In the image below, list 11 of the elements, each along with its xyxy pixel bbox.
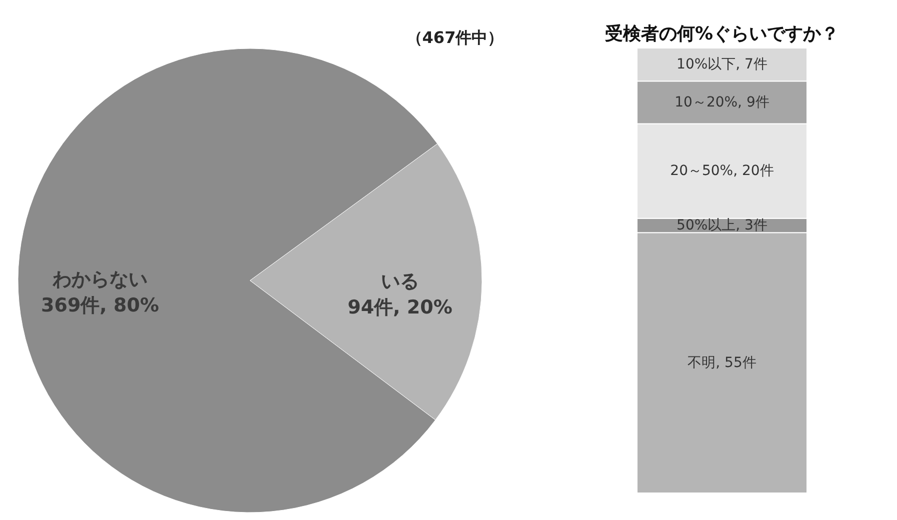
slice-label: わからない — [52, 268, 148, 290]
data-label: 不明, 55件 — [688, 354, 756, 371]
chart-title: 受検者の何%ぐらいですか？ — [604, 24, 840, 44]
slice-label: いる — [380, 270, 419, 293]
text: （467件中） — [406, 28, 504, 47]
data-label: 20～50%, 20件 — [670, 163, 774, 180]
data-label: 10%以下, 7件 — [676, 56, 768, 73]
data-label: 94件, 20% — [348, 296, 452, 319]
data-label: 50%以上, 3件 — [676, 218, 768, 234]
data-label: 10～20%, 9件 — [674, 94, 770, 110]
data-label: 369件, 80% — [41, 294, 159, 316]
